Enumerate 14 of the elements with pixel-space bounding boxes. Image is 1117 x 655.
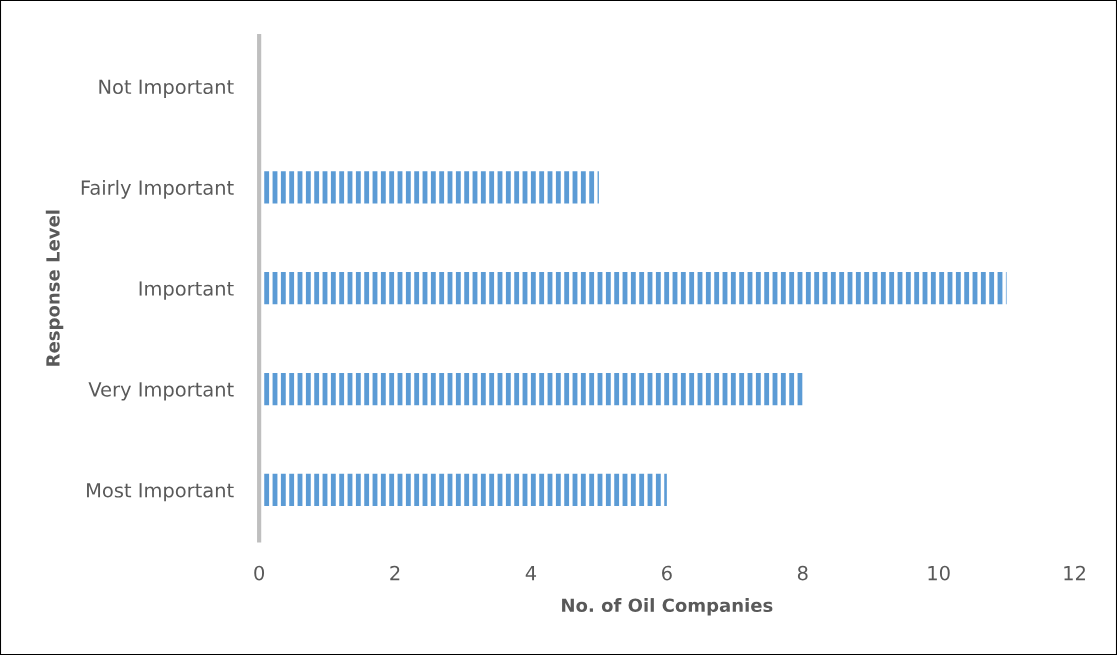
x-tick-label: 2 — [390, 565, 400, 581]
y-tick-label: Not Important — [99, 79, 234, 98]
y-axis-title: Response Level — [45, 210, 64, 366]
y-tick-label: Very Important — [88, 382, 234, 401]
x-tick-label: 4 — [525, 565, 537, 581]
x-tick-label: 12 — [1064, 565, 1085, 581]
y-tick-label: Most Important — [87, 483, 234, 502]
x-tick-label: 6 — [662, 565, 672, 581]
y-tick-label: Important — [139, 281, 234, 300]
x-tick-label: 0 — [254, 565, 265, 581]
x-tick-label: 8 — [797, 565, 808, 581]
x-tick-label: 10 — [928, 565, 950, 581]
y-tick-label: Fairly Important — [81, 179, 234, 199]
x-axis-title: No. of Oil Companies — [562, 598, 773, 616]
